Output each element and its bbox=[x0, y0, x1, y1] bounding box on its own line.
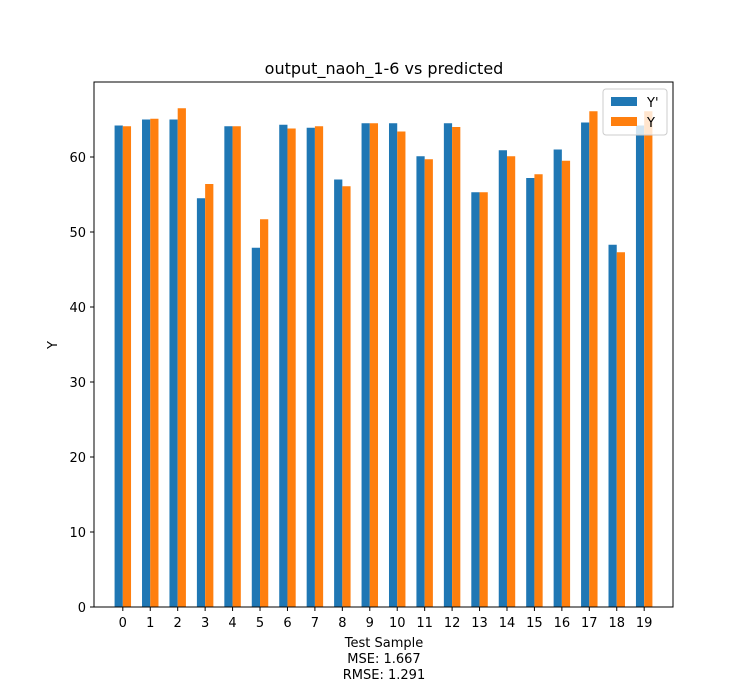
x-tick-label-2: 2 bbox=[174, 616, 182, 631]
bar-y-prime-18 bbox=[608, 244, 617, 607]
bar-y-prime-16 bbox=[553, 149, 562, 607]
bar-y-prime-2 bbox=[169, 119, 178, 607]
bar-y-prime-4 bbox=[224, 126, 233, 607]
bar-y-17 bbox=[589, 111, 598, 607]
x-tick-label-16: 16 bbox=[554, 616, 571, 631]
bar-y-prime-17 bbox=[581, 122, 590, 607]
x-tick-label-17: 17 bbox=[581, 616, 598, 631]
bar-y-prime-0 bbox=[114, 125, 123, 607]
bar-y-prime-3 bbox=[196, 198, 206, 607]
x-tick-label-1: 1 bbox=[146, 616, 154, 631]
bar-y-prime-15 bbox=[526, 178, 535, 607]
plot-frame bbox=[93, 81, 674, 608]
x-tick-label-6: 6 bbox=[283, 616, 291, 631]
bar-y-5 bbox=[260, 219, 269, 607]
y-tick-label-30: 30 bbox=[69, 376, 86, 391]
bar-y-prime-14 bbox=[498, 150, 507, 607]
bar-y-prime-10 bbox=[388, 123, 398, 607]
x-tick-label-11: 11 bbox=[416, 616, 433, 631]
bar-y-13 bbox=[479, 192, 488, 607]
y-tick-label-20: 20 bbox=[69, 451, 86, 466]
x-axis-label-mse: MSE: 1.667 bbox=[347, 652, 420, 667]
bar-y-12 bbox=[452, 127, 461, 607]
bar-y-prime-13 bbox=[471, 192, 480, 607]
bar-y-prime-5 bbox=[251, 247, 261, 607]
x-tick-label-9: 9 bbox=[366, 616, 374, 631]
bars-layer bbox=[114, 108, 653, 607]
bar-y-prime-19 bbox=[635, 125, 645, 607]
bar-y-prime-1 bbox=[142, 119, 151, 607]
y-tick-label-40: 40 bbox=[69, 301, 86, 316]
bar-y-prime-11 bbox=[416, 156, 425, 607]
x-tick-label-14: 14 bbox=[499, 616, 516, 631]
x-tick-label-18: 18 bbox=[608, 616, 625, 631]
bar-y-18 bbox=[616, 252, 625, 607]
bar-y-2 bbox=[177, 108, 186, 607]
x-axis-label: Test Sample bbox=[344, 636, 423, 651]
bar-y-prime-6 bbox=[279, 124, 288, 607]
bar-y-9 bbox=[369, 123, 379, 607]
bar-y-prime-8 bbox=[334, 179, 343, 607]
x-tick-label-8: 8 bbox=[338, 616, 346, 631]
x-tick-label-12: 12 bbox=[444, 616, 461, 631]
bar-y-16 bbox=[561, 160, 571, 607]
bar-y-10 bbox=[397, 131, 406, 607]
x-tick-label-5: 5 bbox=[256, 616, 264, 631]
y-tick-label-50: 50 bbox=[69, 226, 86, 241]
bar-y-7 bbox=[314, 126, 324, 607]
y-tick-label-0: 0 bbox=[78, 601, 86, 616]
x-tick-label-19: 19 bbox=[636, 616, 653, 631]
legend: Y' Y bbox=[602, 88, 668, 136]
x-axis-label-rmse: RMSE: 1.291 bbox=[343, 668, 425, 682]
x-tick-label-3: 3 bbox=[201, 616, 209, 631]
legend-swatch-y bbox=[611, 117, 637, 126]
legend-label-y: Y bbox=[646, 116, 655, 131]
x-tick-label-10: 10 bbox=[389, 616, 406, 631]
bar-y-14 bbox=[506, 156, 516, 607]
legend-swatch-y-prime bbox=[611, 97, 637, 106]
x-tick-label-0: 0 bbox=[119, 616, 127, 631]
bar-y-15 bbox=[534, 174, 543, 607]
bar-y-4 bbox=[232, 126, 241, 607]
chart-title: output_naoh_1-6 vs predicted bbox=[265, 59, 504, 79]
x-tick-label-13: 13 bbox=[471, 616, 488, 631]
y-axis-ticks: 0 10 20 30 40 50 60 bbox=[69, 151, 94, 616]
x-axis-ticks: 0 1 2 3 4 5 6 7 8 9 10 11 12 13 14 15 16 17 18 19 bbox=[119, 607, 653, 631]
bar-y-prime-9 bbox=[361, 123, 370, 607]
bar-y-8 bbox=[342, 186, 351, 607]
bar-y-prime-12 bbox=[443, 123, 453, 607]
bar-y-3 bbox=[205, 184, 214, 607]
bar-y-6 bbox=[287, 128, 296, 607]
bar-y-0 bbox=[122, 126, 132, 607]
bar-y-11 bbox=[424, 159, 433, 607]
x-tick-label-15: 15 bbox=[526, 616, 543, 631]
legend-label-y-prime: Y' bbox=[646, 96, 659, 111]
x-tick-label-4: 4 bbox=[228, 616, 236, 631]
bar-y-prime-7 bbox=[306, 127, 315, 607]
bar-y-1 bbox=[150, 118, 159, 607]
bar-y-19 bbox=[644, 111, 653, 607]
x-tick-label-7: 7 bbox=[311, 616, 319, 631]
y-axis-label: Y bbox=[46, 341, 61, 350]
y-tick-label-60: 60 bbox=[69, 151, 86, 166]
y-tick-label-10: 10 bbox=[69, 526, 86, 541]
